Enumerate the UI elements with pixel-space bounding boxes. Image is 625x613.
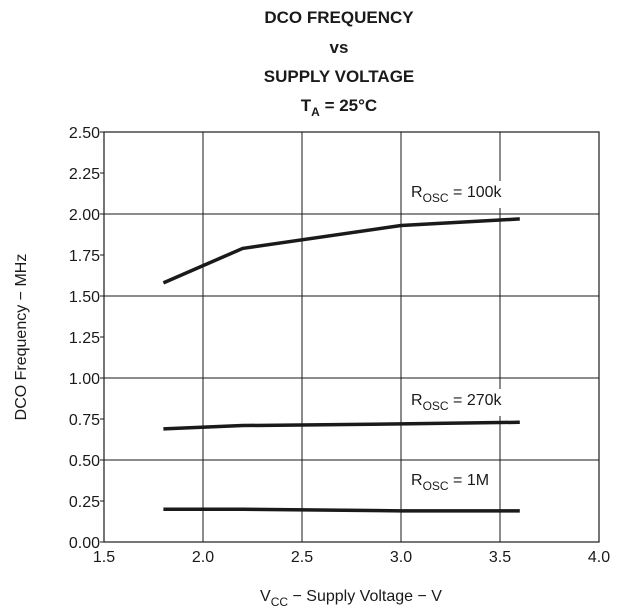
x-tick-label: 2.5 [291, 549, 313, 566]
x-axis-label-main: V [260, 588, 271, 605]
series-label-rest: = 100k [449, 184, 503, 201]
x-axis-label-sub: CC [271, 595, 289, 609]
x-tick-label: 3.5 [489, 549, 511, 566]
x-axis-label-rest: − Supply Voltage − V [288, 588, 442, 605]
y-tick-label: 1.25 [69, 330, 100, 347]
y-tick-label: 2.50 [69, 125, 100, 142]
title-line-2: vs [330, 38, 349, 57]
series-label-0: ROSC = 100k [405, 181, 509, 208]
y-tick-labels: 0.00 0.25 0.50 0.75 1.00 1.25 1.50 1.75 2.00 2.25… [69, 125, 100, 552]
x-tick-label: 3.0 [390, 549, 412, 566]
y-tick-label: 0.25 [69, 494, 100, 511]
series-label-main: R [411, 392, 423, 409]
series-label-sub: OSC [423, 399, 449, 413]
y-axis-label: DCO Frequency − MHz [13, 254, 30, 421]
series-line-0 [162, 217, 520, 285]
title-line-3: SUPPLY VOLTAGE [264, 67, 415, 86]
x-tick-label: 4.0 [588, 549, 610, 566]
series-label-sub: OSC [423, 191, 449, 205]
series-label-text: ROSC = 270k [411, 392, 503, 413]
series-label-sub: OSC [423, 479, 449, 493]
x-axis-label: VCC − Supply Voltage − V [260, 588, 442, 609]
y-tick-label: 2.00 [69, 207, 100, 224]
chart-grid [100, 131, 600, 543]
series-label-main: R [411, 184, 423, 201]
x-tick-label: 1.5 [93, 549, 115, 566]
series-label-main: R [411, 472, 423, 489]
series-label-background [405, 389, 509, 416]
y-tick-label: 0.50 [69, 453, 100, 470]
title-line-4-rest: = 25°C [320, 96, 377, 115]
title-line-4-main: T [301, 96, 312, 115]
y-tick-label: 1.00 [69, 371, 100, 388]
series-label-text: ROSC = 100k [411, 184, 503, 205]
title-line-4: TA = 25°C [301, 96, 377, 119]
y-tick-label: 2.25 [69, 166, 100, 183]
y-tick-label: 0.75 [69, 412, 100, 429]
title-line-4-sub: A [311, 105, 320, 119]
series-label-background [405, 469, 496, 496]
series-label-2: ROSC = 1M [405, 469, 496, 496]
plot-frame [103, 131, 600, 543]
series-group [162, 217, 520, 513]
series-label-rest: = 270k [449, 392, 503, 409]
series-label-background [405, 181, 509, 208]
series-label-rest: = 1M [449, 472, 489, 489]
title-line-1: DCO FREQUENCY [264, 8, 414, 27]
y-tick-label: 1.75 [69, 248, 100, 265]
y-tick-label: 1.50 [69, 289, 100, 306]
x-tick-labels: 1.5 2.0 2.5 3.0 3.5 4.0 [93, 549, 610, 566]
series-label-1: ROSC = 270k [405, 389, 509, 416]
series-line-1 [163, 420, 520, 431]
x-tick-label: 2.0 [192, 549, 214, 566]
y-tick-label: 0.00 [69, 535, 100, 552]
series-line-2 [163, 507, 520, 513]
series-label-text: ROSC = 1M [411, 472, 489, 493]
chart-title: DCO FREQUENCY vs SUPPLY VOLTAGE TA = 25°… [264, 8, 415, 119]
